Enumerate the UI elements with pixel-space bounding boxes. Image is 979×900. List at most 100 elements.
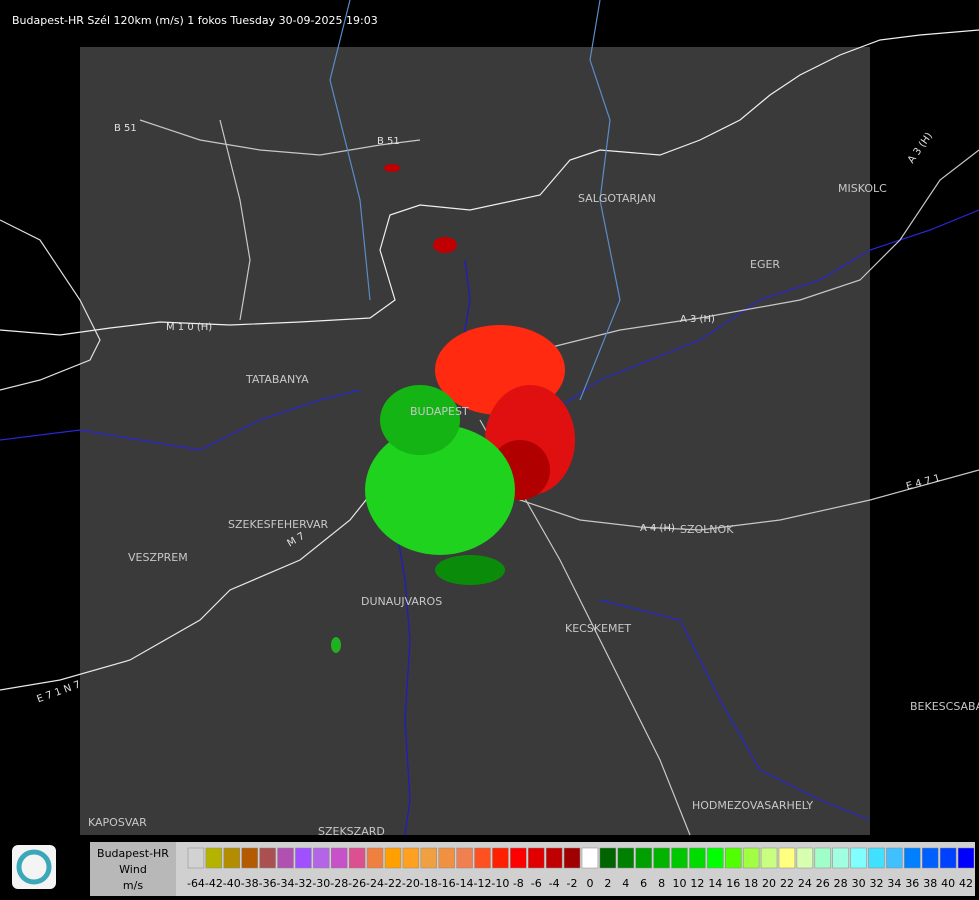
- legend-swatch: [671, 847, 688, 869]
- legend-label: 42: [959, 877, 973, 890]
- legend-swatch: [635, 847, 652, 869]
- legend-label: 38: [923, 877, 937, 890]
- legend-label: 30: [852, 877, 866, 890]
- city-label: MISKOLC: [838, 182, 887, 195]
- legend-label: -36: [259, 877, 277, 890]
- legend-label: 24: [798, 877, 812, 890]
- echo-red: [433, 237, 457, 253]
- city-label: HODMEZOVASARHELY: [692, 799, 813, 812]
- road-label: B 51: [114, 123, 137, 134]
- legend-label: 10: [673, 877, 687, 890]
- legend-label: 26: [816, 877, 830, 890]
- legend-swatch: [617, 847, 634, 869]
- legend-swatch: [277, 847, 294, 869]
- legend-swatch: [384, 847, 402, 869]
- legend-label: 0: [586, 877, 593, 890]
- legend-scale: -64 -42 -40 -38 -36 -34 -32 -30 -28 -26 -24 -22 -20-…: [187, 847, 975, 890]
- legend-label: -42: [205, 877, 223, 890]
- legend-label: 40: [941, 877, 955, 890]
- echo-green: [331, 637, 341, 653]
- legend-label: -2: [567, 877, 578, 890]
- logo: [12, 845, 56, 889]
- city-label: BEKESCSABA: [910, 700, 979, 713]
- legend-title: m/s: [123, 879, 143, 892]
- legend-label: 20: [762, 877, 776, 890]
- legend-label: 2: [604, 877, 611, 890]
- legend-label: -28: [330, 877, 348, 890]
- legend-swatch: [707, 847, 724, 869]
- city-label: SZOLNOK: [680, 523, 734, 536]
- map-lines: [0, 0, 979, 836]
- city-label: EGER: [750, 258, 780, 271]
- legend-label: 36: [905, 877, 919, 890]
- legend-label: -16: [438, 877, 456, 890]
- legend-swatch: [402, 847, 420, 869]
- road-label: M 1 0 (H): [166, 322, 212, 333]
- city-label: TATABANYA: [245, 373, 309, 386]
- legend-swatch: [545, 847, 563, 869]
- legend-swatch: [832, 847, 849, 869]
- legend-label: -4: [549, 877, 560, 890]
- echo-red: [384, 164, 400, 172]
- city-label: SZEKESFEHERVAR: [228, 518, 329, 531]
- legend-swatch: [742, 847, 760, 869]
- legend-label: -6: [531, 877, 542, 890]
- city-label: DUNAUJVAROS: [361, 595, 442, 608]
- legend-title: Budapest-HR: [97, 847, 169, 860]
- legend-swatch: [922, 847, 939, 869]
- logo-swirl: [16, 849, 52, 885]
- legend-label: 6: [640, 877, 647, 890]
- legend-label: -20: [402, 877, 420, 890]
- echo-green: [365, 425, 515, 555]
- legend-swatch: [474, 847, 491, 869]
- legend-swatch: [868, 847, 885, 869]
- legend-swatch: [563, 847, 581, 869]
- legend-swatch: [725, 847, 742, 869]
- city-label: SALGOTARJAN: [578, 192, 656, 205]
- legend-swatch: [778, 847, 796, 869]
- legend-swatch: [492, 847, 509, 869]
- road-label: A 3 (H): [906, 131, 935, 166]
- legend-swatch: [510, 847, 527, 869]
- legend-swatch: [957, 847, 975, 869]
- legend-label: -12: [474, 877, 492, 890]
- road-label: E 4 7 1: [905, 473, 942, 493]
- legend-title-box: [90, 842, 176, 896]
- legend-swatch: [904, 847, 921, 869]
- city-label: KECSKEMET: [565, 622, 631, 635]
- title: Budapest-HR Szél 120km (m/s) 1 fokos Tue…: [12, 14, 378, 27]
- echo-green: [435, 555, 505, 585]
- legend-swatch: [223, 847, 240, 869]
- legend-label: 16: [726, 877, 740, 890]
- legend-swatch: [796, 847, 814, 869]
- legend-swatch: [689, 847, 706, 869]
- legend-label: -22: [384, 877, 402, 890]
- legend-swatch: [581, 847, 599, 869]
- legend-label: -34: [277, 877, 295, 890]
- legend-label: -64: [187, 877, 205, 890]
- legend-swatch: [814, 847, 831, 869]
- legend-swatch: [259, 847, 276, 869]
- legend-swatch: [438, 847, 455, 869]
- road-label: B 51: [377, 136, 400, 147]
- echo-green: [380, 385, 460, 455]
- legend-label: 22: [780, 877, 794, 890]
- city-label: SZEKSZARD: [318, 825, 385, 838]
- legend-label: 34: [887, 877, 901, 890]
- legend-swatch: [205, 847, 223, 869]
- legend-title: Wind: [119, 863, 147, 876]
- legend-swatch: [187, 847, 205, 869]
- legend-swatch: [366, 847, 384, 869]
- legend-swatch: [420, 847, 437, 869]
- legend-swatch: [295, 847, 312, 869]
- legend-swatch: [599, 847, 617, 869]
- legend-label: -32: [294, 877, 312, 890]
- legend-label: -38: [241, 877, 259, 890]
- legend-label: -30: [312, 877, 330, 890]
- legend-swatch: [886, 847, 903, 869]
- road-label: A 3 (H): [680, 314, 715, 325]
- legend-swatch: [241, 847, 258, 869]
- legend-swatch: [939, 847, 957, 869]
- city-label: BUDAPEST: [410, 405, 469, 418]
- legend-label: -18: [420, 877, 438, 890]
